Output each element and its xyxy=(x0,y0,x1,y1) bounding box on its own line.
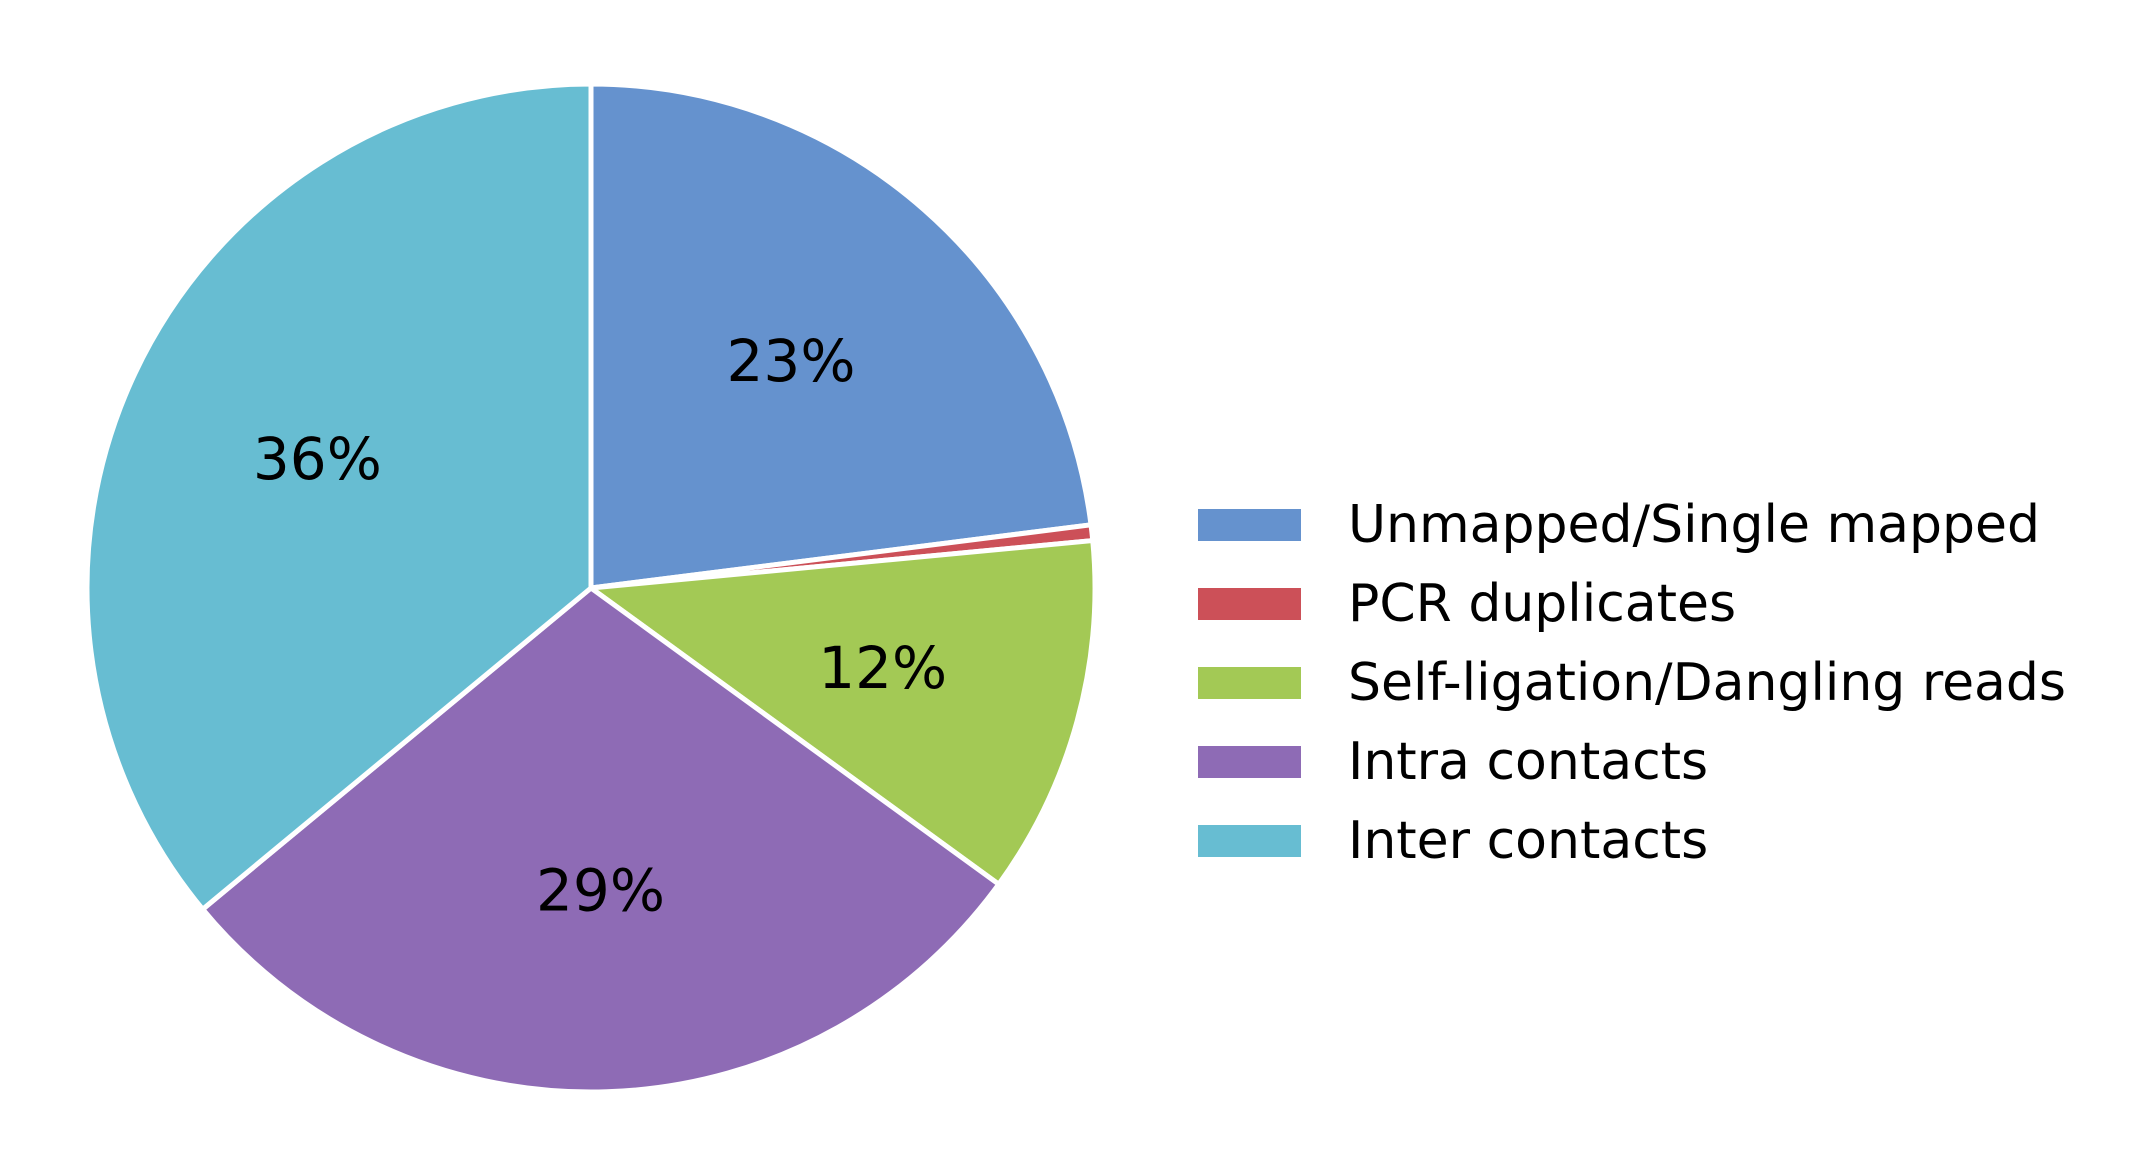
pie-slice-2 xyxy=(588,538,1098,887)
legend-swatch xyxy=(1198,746,1301,778)
slice-percentage-label: 12% xyxy=(818,634,947,702)
pie-slices xyxy=(84,81,1098,1095)
legend: Unmapped/Single mapped PCR duplicates Self… xyxy=(1198,495,2066,871)
legend-swatch xyxy=(1198,667,1301,699)
legend-label: PCR duplicates xyxy=(1348,574,1736,634)
pie-slice-4 xyxy=(84,81,594,912)
legend-label: Intra contacts xyxy=(1348,732,1708,792)
legend-label: Unmapped/Single mapped xyxy=(1348,495,2040,555)
slice-percentage-label: 36% xyxy=(253,425,382,493)
legend-label: Inter contacts xyxy=(1348,811,1708,871)
legend-swatch xyxy=(1198,509,1301,541)
pie-slice-0 xyxy=(588,81,1094,591)
slice-percentage-label: 29% xyxy=(536,856,665,924)
slice-percentage-label: 23% xyxy=(727,327,856,395)
pie-slice-3 xyxy=(200,585,1002,1095)
percentage-labels: 23% 12% 29% 36% xyxy=(253,327,947,924)
legend-label: Self-ligation/Dangling reads xyxy=(1348,653,2066,713)
legend-swatch xyxy=(1198,825,1301,857)
legend-swatch xyxy=(1198,588,1301,620)
